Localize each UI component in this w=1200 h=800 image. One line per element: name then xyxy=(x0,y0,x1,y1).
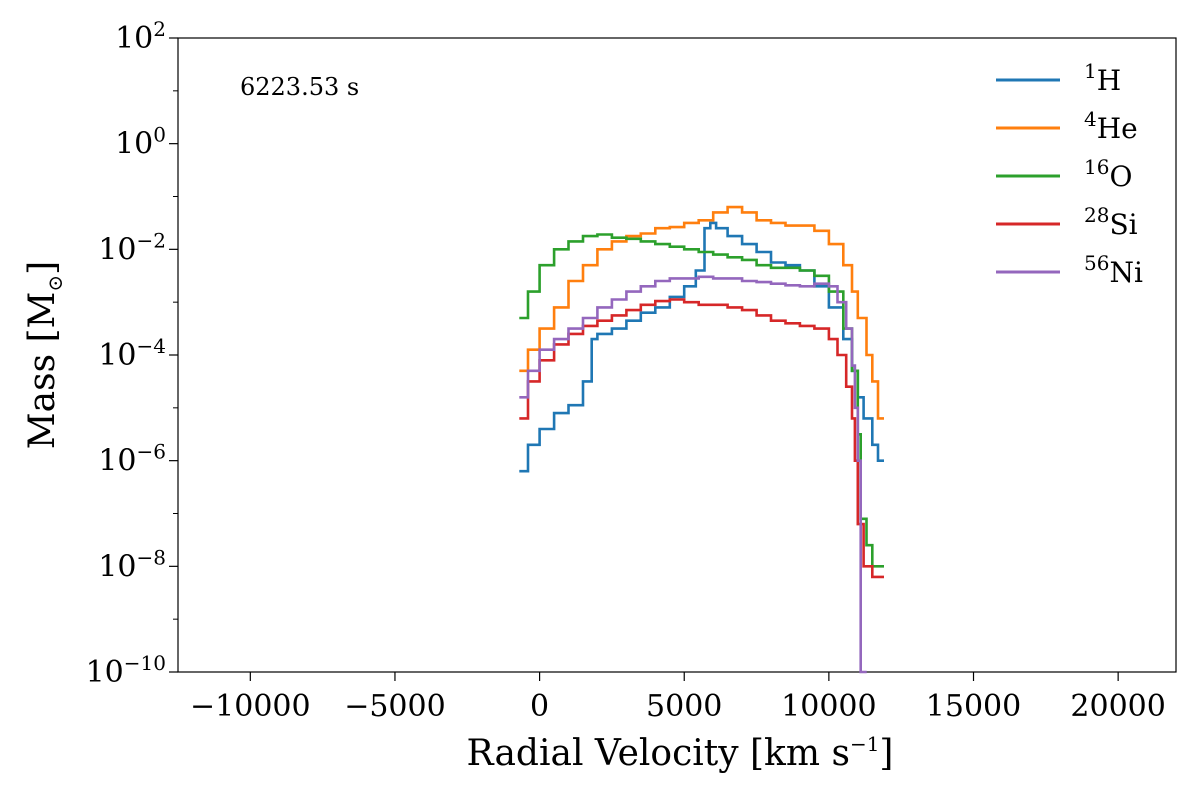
y-tick-label: 102 xyxy=(115,17,166,56)
time-annotation: 6223.53 s xyxy=(240,73,359,101)
x-tick-label: 0 xyxy=(530,689,549,724)
y-tick-label: 10−10 xyxy=(86,651,166,690)
y-tick-label: 10−4 xyxy=(98,334,166,373)
y-tick-label: 10−2 xyxy=(98,228,166,267)
legend: 1H 4He 16O 28Si 56Ni xyxy=(996,59,1143,289)
series-layer xyxy=(519,205,884,674)
legend-label-56Ni: 56Ni xyxy=(1084,251,1143,289)
legend-label-28Si: 28Si xyxy=(1084,203,1138,241)
legend-label-16O: 16O xyxy=(1084,155,1132,193)
x-tick-label: −10000 xyxy=(190,689,311,724)
y-tick-label: 10−6 xyxy=(98,440,166,479)
y-tick-label: 100 xyxy=(115,123,166,162)
x-tick-label: 10000 xyxy=(781,689,876,724)
y-tick-label: 10−8 xyxy=(98,545,166,584)
legend-label-1H: 1H xyxy=(1084,59,1121,97)
x-axis-title: Radial Velocity [km s−1] xyxy=(467,732,894,774)
x-tick-label: −5000 xyxy=(344,689,445,724)
legend-label-4He: 4He xyxy=(1084,107,1138,145)
x-axis-ticks: −10000 −5000 0 5000 10000 15000 20000 xyxy=(190,672,1166,724)
x-tick-label: 5000 xyxy=(646,689,722,724)
series-line-56Ni xyxy=(519,275,867,674)
plot-area xyxy=(177,37,1177,673)
x-tick-label: 20000 xyxy=(1070,689,1165,724)
x-tick-label: 15000 xyxy=(926,689,1021,724)
y-axis-ticks: 102 100 10−2 10−4 10−6 10−8 10−10 xyxy=(86,17,178,690)
y-axis-title: Mass [M⊙] xyxy=(22,261,67,449)
series-line-4He xyxy=(519,205,884,420)
series-line-1H xyxy=(519,221,884,473)
